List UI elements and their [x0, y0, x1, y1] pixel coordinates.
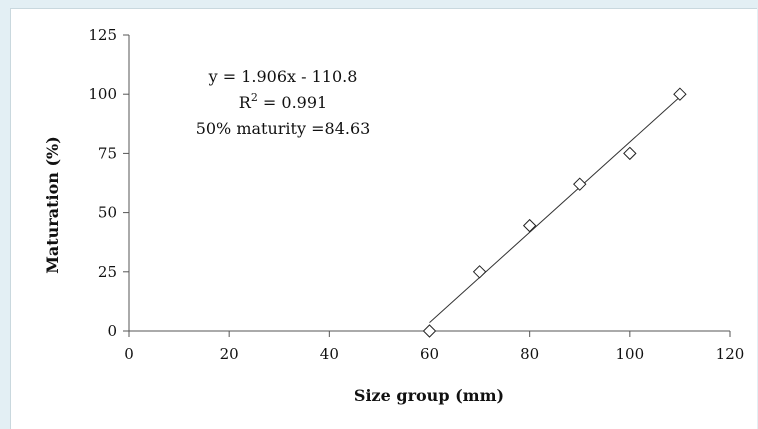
trendline-equation: y = 1.906x - 110.8: [208, 67, 358, 86]
ticks: 0 25 50 75 100 125 0 20 40 60 80 100 120: [88, 26, 744, 363]
trendline: [429, 96, 681, 323]
y-tick-label: 50: [98, 204, 117, 222]
x-tick-label: 100: [616, 345, 645, 363]
x-tick-label: 20: [220, 345, 239, 363]
x-axis-title: Size group (mm): [354, 386, 504, 405]
x-tick-label: 80: [520, 345, 539, 363]
maturity-annotation: 50% maturity =84.63: [196, 119, 371, 138]
y-tick-label: 25: [98, 263, 117, 281]
y-tick-label: 75: [98, 144, 117, 162]
y-tick-label: 125: [88, 26, 117, 44]
data-point: [472, 265, 487, 279]
x-tick-label: 40: [320, 345, 339, 363]
data-point: [623, 146, 637, 161]
x-tick-label: 0: [124, 345, 134, 363]
data-points: [422, 87, 687, 338]
trendline-group: [429, 96, 681, 323]
chart-panel: 0 25 50 75 100 125 0 20 40 60 80 100 120 Size group …: [10, 8, 757, 429]
y-axis-title: Maturation (%): [43, 136, 62, 274]
scatter-chart: 0 25 50 75 100 125 0 20 40 60 80 100 120 Size group …: [43, 26, 744, 405]
y-tick-label: 0: [107, 322, 117, 340]
data-point: [673, 87, 687, 101]
data-point: [573, 177, 587, 191]
r-squared-label: R2 = 0.991: [239, 91, 327, 112]
data-point: [522, 218, 537, 233]
r2-superscript: 2: [251, 91, 258, 104]
y-tick-label: 100: [88, 85, 117, 103]
data-point: [422, 324, 437, 338]
r2-value: = 0.991: [258, 93, 327, 112]
x-tick-label: 120: [716, 345, 745, 363]
x-tick-label: 60: [420, 345, 439, 363]
r2-prefix: R: [239, 93, 252, 112]
